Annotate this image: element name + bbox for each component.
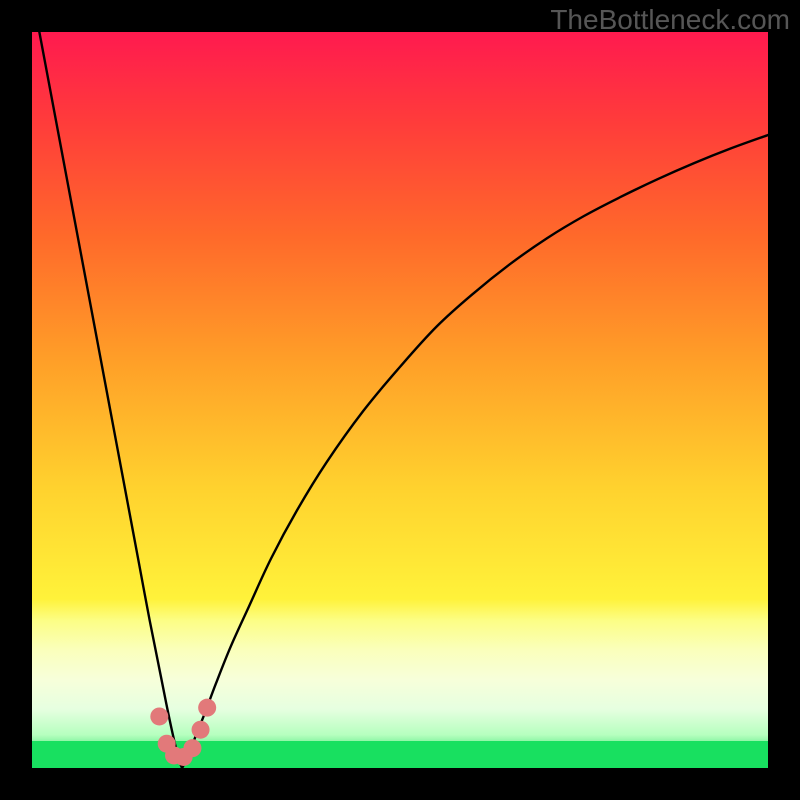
bottleneck-curve-left	[39, 32, 182, 768]
bottleneck-curve-right	[182, 135, 768, 768]
chart-root: TheBottleneck.com	[0, 0, 800, 800]
data-dot	[198, 699, 216, 717]
curve-layer	[32, 32, 768, 768]
data-dot	[183, 739, 201, 757]
plot-area	[32, 32, 768, 768]
data-dot	[150, 707, 168, 725]
data-dot	[192, 721, 210, 739]
data-dots	[150, 699, 216, 766]
